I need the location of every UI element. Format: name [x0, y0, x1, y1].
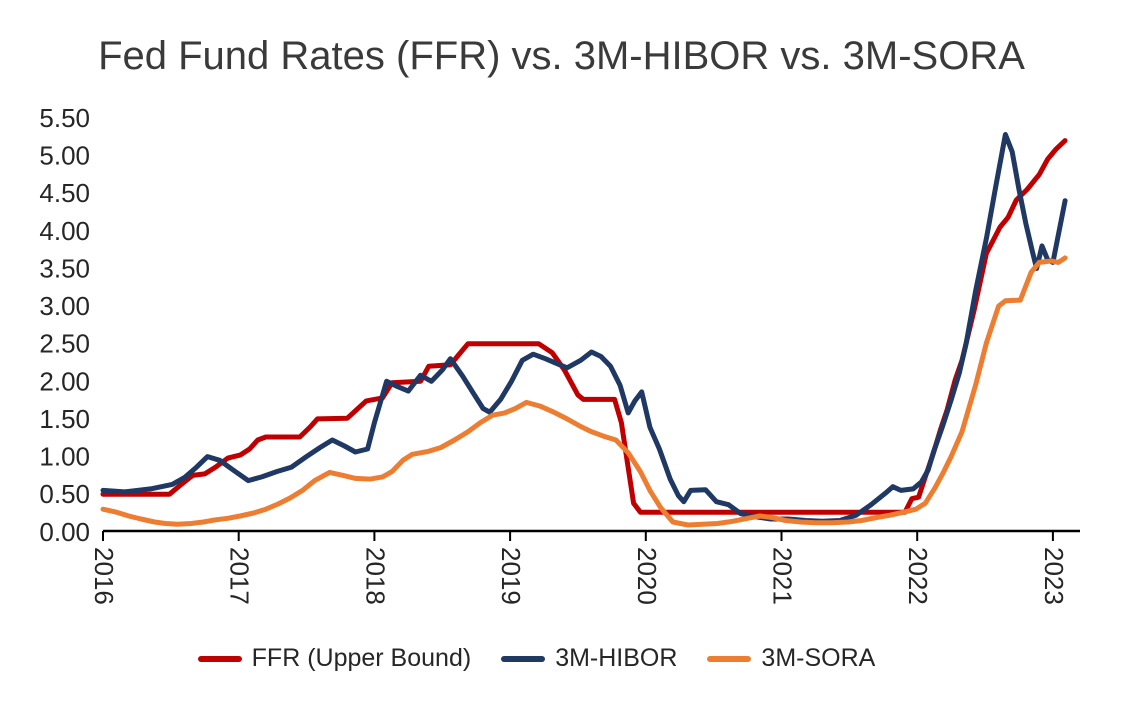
x-axis-tick-label: 2022 — [903, 547, 933, 605]
legend-item-hibor: 3M-HIBOR — [501, 644, 677, 673]
hibor-legend-swatch — [501, 655, 546, 662]
y-axis-tick-label: 1.00 — [39, 442, 90, 472]
chart-title: Fed Fund Rates (FFR) vs. 3M-HIBOR vs. 3M… — [98, 34, 1025, 78]
ffr-legend-label: FFR (Upper Bound) — [251, 644, 472, 672]
y-axis-tick-label: 4.50 — [39, 178, 90, 208]
x-axis-tick-label: 2023 — [1039, 547, 1069, 605]
sora-legend-swatch — [707, 655, 752, 662]
y-axis-tick-label: 0.00 — [39, 517, 90, 547]
y-axis-tick-label: 3.50 — [39, 253, 90, 283]
x-axis-tick-label: 2016 — [89, 547, 119, 605]
ffr-line — [100, 138, 1068, 515]
ffr-legend-swatch — [197, 655, 242, 662]
legend-item-ffr: FFR (Upper Bound) — [197, 644, 472, 673]
legend-item-sora: 3M-SORA — [707, 644, 875, 673]
x-axis-tick-label: 2019 — [496, 547, 526, 605]
sora-line — [100, 255, 1068, 528]
hibor-line — [100, 132, 1068, 524]
y-axis-tick-label: 1.50 — [39, 404, 90, 434]
x-axis-tick-label: 2021 — [768, 547, 798, 605]
x-axis-tick-label: 2018 — [360, 547, 390, 605]
y-axis-tick-label: 0.50 — [39, 479, 90, 509]
y-axis-tick-label: 5.00 — [39, 141, 90, 171]
y-axis-tick-label: 5.50 — [39, 103, 90, 133]
hibor-legend-label: 3M-HIBOR — [555, 644, 678, 672]
y-axis-tick-label: 4.00 — [39, 216, 90, 246]
chart-legend: FFR (Upper Bound) 3M-HIBOR 3M-SORA — [0, 644, 1098, 673]
y-axis-tick-label: 2.00 — [39, 366, 90, 396]
y-axis-tick-label: 3.00 — [39, 291, 90, 321]
sora-legend-label: 3M-SORA — [761, 644, 876, 672]
x-axis-tick-label: 2017 — [225, 547, 255, 605]
y-axis-tick-label: 2.50 — [39, 329, 90, 359]
x-axis-tick-label: 2020 — [632, 547, 662, 605]
